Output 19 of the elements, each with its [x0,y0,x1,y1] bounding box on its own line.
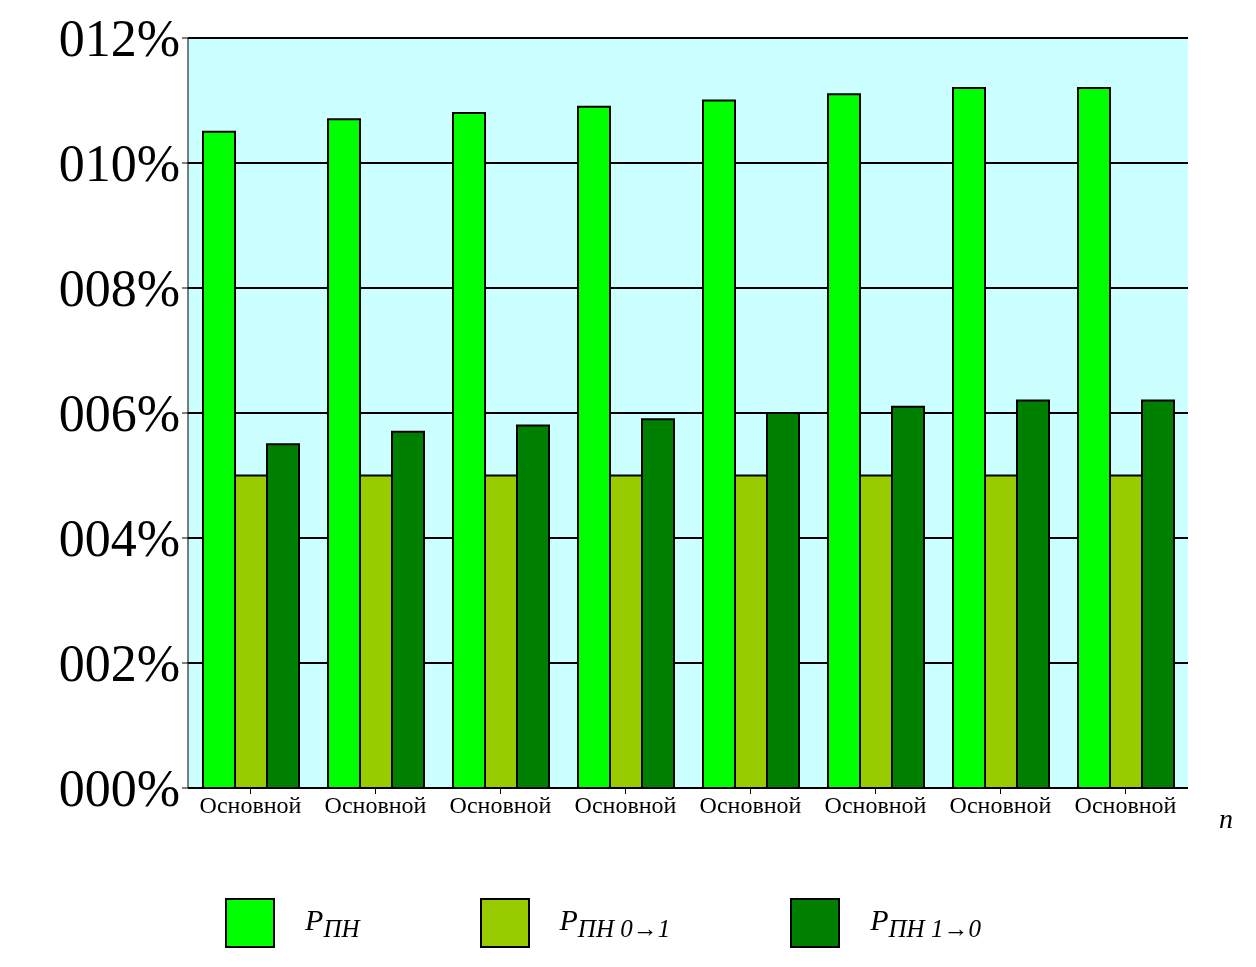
y-tick-label: 006% [58,385,180,443]
y-tick-label: 008% [58,260,180,318]
x-tick-label: Основной [824,792,927,819]
x-tick-label: Основной [324,792,427,819]
legend-label: P$_{ПН 0→1}$ [559,903,671,943]
y-tick-label: 002% [58,635,180,693]
legend-label: P$_{ПН}$ [305,903,360,943]
legend-label: P$_{ПН 1→0}$ [870,903,981,943]
x-tick-label: Основной [949,792,1052,819]
y-tick-label: 004% [58,510,180,568]
y-tick-label: 000% [58,760,180,818]
x-tick-label: Основной [449,792,552,819]
y-tick-label: 010% [58,135,180,193]
y-tick-label: 012% [58,10,180,68]
x-tick-label: Основной [699,792,802,819]
x-axis-title: n [1219,802,1233,834]
x-tick-label: Основной [574,792,677,819]
x-tick-label: Основной [199,792,302,819]
x-tick-label: Основной [1074,792,1177,819]
